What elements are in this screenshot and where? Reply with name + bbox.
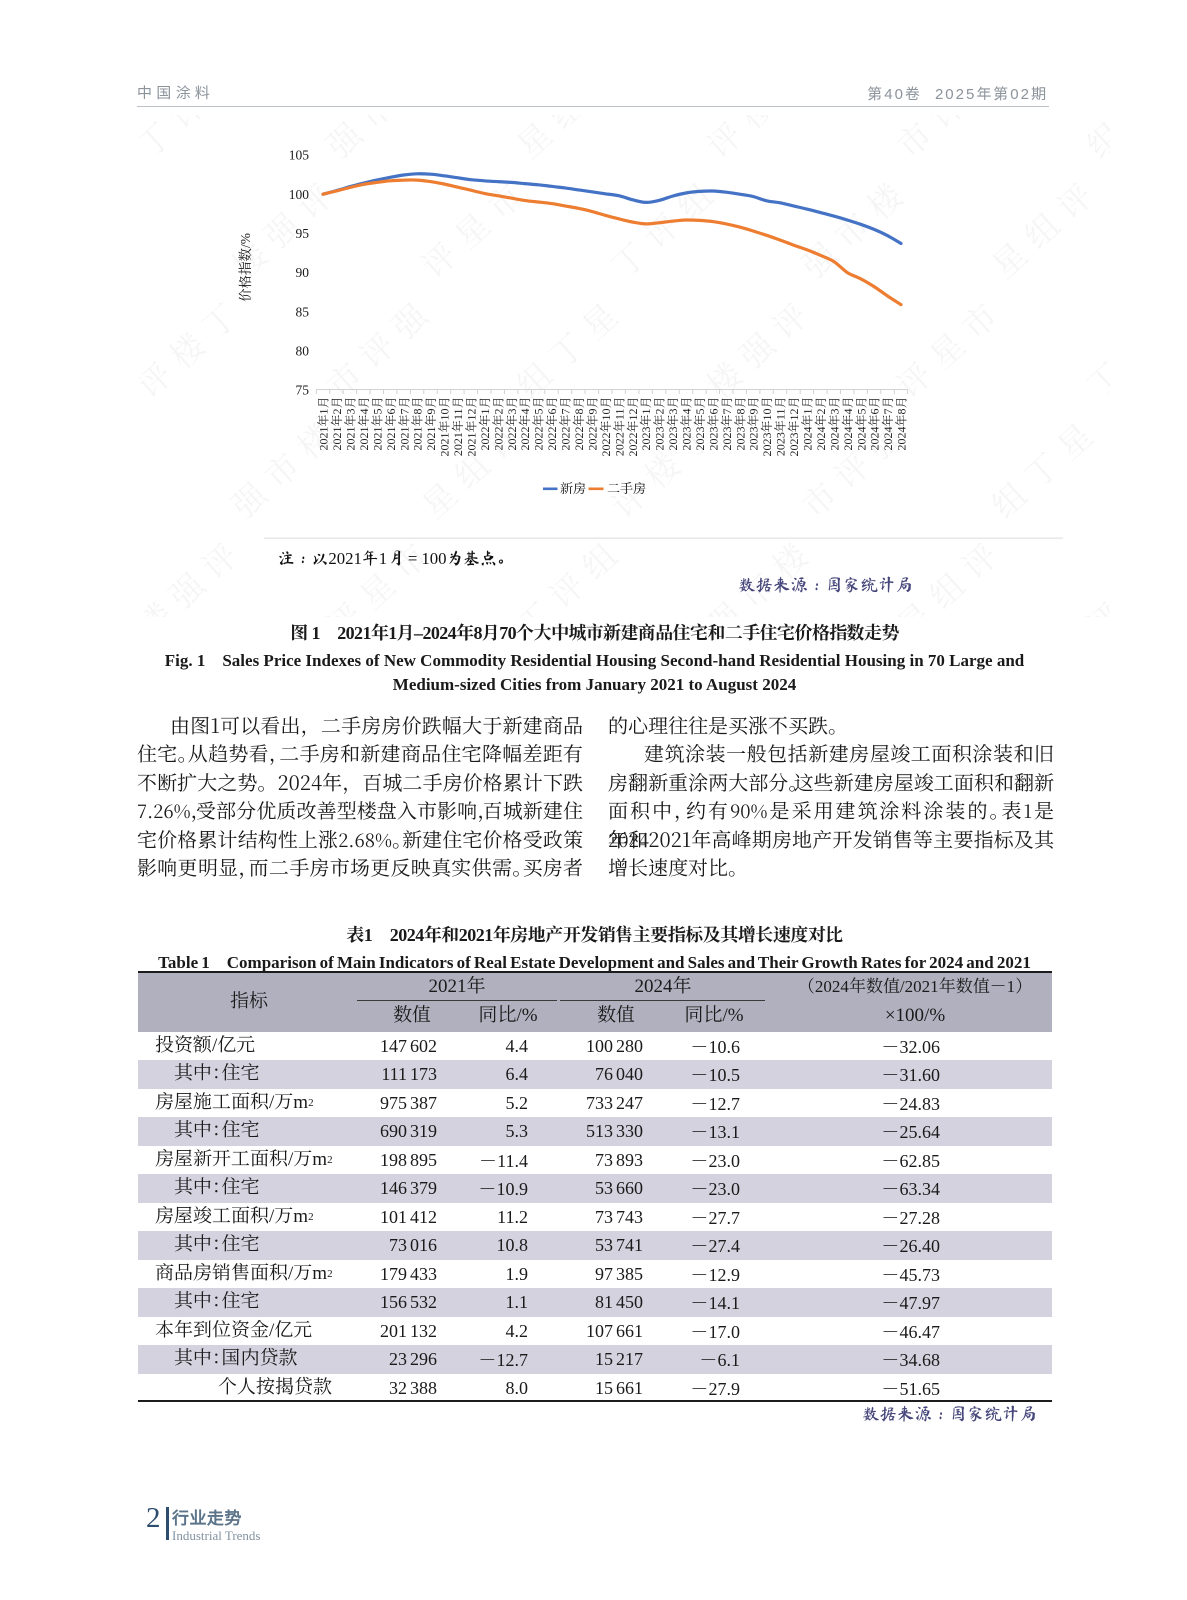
svg-text:2022年1月: 2022年1月 — [478, 397, 492, 451]
svg-text:2022年10月: 2022年10月 — [599, 397, 613, 457]
svg-text:2022年3月: 2022年3月 — [505, 397, 519, 451]
svg-text:2023年6月: 2023年6月 — [706, 397, 720, 451]
svg-text:2023年5月: 2023年5月 — [693, 397, 707, 451]
svg-text:丁评组: 丁评组 — [1075, 284, 1110, 407]
svg-text:2022年2月: 2022年2月 — [491, 397, 505, 451]
svg-text:2022年11月: 2022年11月 — [612, 397, 626, 457]
svg-text:评楼丁: 评楼丁 — [1075, 524, 1110, 617]
svg-text:评星市: 评星市 — [885, 284, 1015, 407]
svg-text:2021年8月: 2021年8月 — [411, 397, 425, 451]
svg-text:2022年12月: 2022年12月 — [626, 397, 640, 457]
svg-text:二手房: 二手房 — [607, 481, 646, 496]
svg-text:楼强评: 楼强评 — [695, 284, 825, 407]
svg-text:2024年4月: 2024年4月 — [841, 397, 855, 451]
svg-text:星组评: 星组评 — [980, 164, 1110, 287]
svg-text:2022年5月: 2022年5月 — [532, 397, 546, 451]
svg-text:2023年10月: 2023年10月 — [760, 397, 774, 457]
svg-text:评楼丁: 评楼丁 — [695, 115, 825, 167]
svg-text:2023年2月: 2023年2月 — [653, 397, 667, 451]
svg-text:2023年3月: 2023年3月 — [666, 397, 680, 451]
svg-text:2022年9月: 2022年9月 — [585, 397, 599, 451]
svg-text:2021年4月: 2021年4月 — [357, 397, 371, 451]
svg-text:2022年8月: 2022年8月 — [572, 397, 586, 451]
svg-text:丁评组: 丁评组 — [140, 115, 255, 167]
svg-text:2021年2月: 2021年2月 — [330, 397, 344, 451]
svg-text:市评强: 市评强 — [315, 284, 445, 407]
svg-text:市评强: 市评强 — [885, 115, 1015, 167]
svg-text:95: 95 — [296, 226, 310, 241]
svg-text:90: 90 — [296, 265, 310, 280]
svg-text:2021年1月: 2021年1月 — [317, 397, 331, 451]
svg-text:75: 75 — [296, 383, 310, 398]
svg-text:80: 80 — [296, 343, 310, 358]
svg-text:丁评组: 丁评组 — [600, 164, 730, 287]
svg-text:2021年11月: 2021年11月 — [451, 397, 465, 457]
svg-text:楼强评: 楼强评 — [140, 524, 255, 617]
svg-text:2023年1月: 2023年1月 — [639, 397, 653, 451]
svg-text:2024年6月: 2024年6月 — [868, 397, 882, 451]
svg-text:2023年8月: 2023年8月 — [733, 397, 747, 451]
svg-text:2022年4月: 2022年4月 — [518, 397, 532, 451]
svg-text:2021年7月: 2021年7月 — [397, 397, 411, 451]
svg-text:强市楼: 强市楼 — [315, 115, 445, 167]
svg-text:2023年9月: 2023年9月 — [747, 397, 761, 451]
svg-text:2021年6月: 2021年6月 — [384, 397, 398, 451]
svg-text:组丁星: 组丁星 — [505, 284, 635, 407]
svg-text:2021年10月: 2021年10月 — [438, 397, 452, 457]
svg-text:2023年12月: 2023年12月 — [787, 397, 801, 457]
svg-text:组丁星: 组丁星 — [980, 404, 1110, 527]
svg-text:2021年3月: 2021年3月 — [344, 397, 358, 451]
svg-text:100: 100 — [289, 187, 310, 202]
svg-text:2021年9月: 2021年9月 — [424, 397, 438, 451]
svg-text:2023年4月: 2023年4月 — [680, 397, 694, 451]
svg-text:2023年11月: 2023年11月 — [774, 397, 788, 457]
svg-text:2021年5月: 2021年5月 — [370, 397, 384, 451]
svg-text:强市楼: 强市楼 — [790, 164, 920, 287]
svg-text:2024年8月: 2024年8月 — [895, 397, 909, 451]
svg-text:组丁星: 组丁星 — [1075, 115, 1110, 167]
svg-text:2024年3月: 2024年3月 — [827, 397, 841, 451]
svg-text:105: 105 — [289, 148, 310, 163]
svg-text:2022年6月: 2022年6月 — [545, 397, 559, 451]
svg-text:价格指数/%: 价格指数/% — [238, 233, 253, 302]
svg-text:85: 85 — [296, 304, 310, 319]
svg-text:2021年12月: 2021年12月 — [465, 397, 479, 457]
svg-text:2023年7月: 2023年7月 — [720, 397, 734, 451]
svg-text:2024年7月: 2024年7月 — [881, 397, 895, 451]
svg-text:2024年2月: 2024年2月 — [814, 397, 828, 451]
svg-text:2024年5月: 2024年5月 — [854, 397, 868, 451]
svg-text:2024年1月: 2024年1月 — [801, 397, 815, 451]
svg-text:新房: 新房 — [560, 481, 586, 496]
svg-text:星组评: 星组评 — [505, 115, 635, 167]
svg-text:2022年7月: 2022年7月 — [559, 397, 573, 451]
